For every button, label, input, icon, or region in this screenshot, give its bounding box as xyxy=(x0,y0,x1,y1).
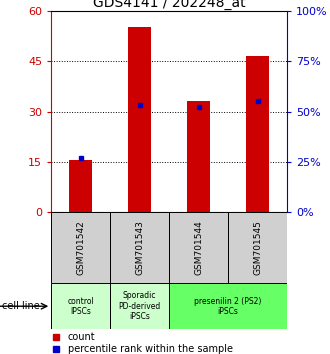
Text: GSM701545: GSM701545 xyxy=(253,220,262,275)
Bar xyxy=(246,56,269,212)
Text: GSM701542: GSM701542 xyxy=(76,221,85,275)
Text: presenilin 2 (PS2)
iPSCs: presenilin 2 (PS2) iPSCs xyxy=(194,297,262,316)
Bar xyxy=(69,160,92,212)
Bar xyxy=(110,283,169,329)
Text: GSM701543: GSM701543 xyxy=(135,220,144,275)
Bar xyxy=(51,212,110,283)
Title: GDS4141 / 202248_at: GDS4141 / 202248_at xyxy=(93,0,246,10)
Text: Sporadic
PD-derived
iPSCs: Sporadic PD-derived iPSCs xyxy=(118,291,161,321)
Bar xyxy=(169,283,287,329)
Bar xyxy=(169,212,228,283)
Bar xyxy=(51,283,110,329)
Text: control
IPSCs: control IPSCs xyxy=(67,297,94,316)
Text: GSM701544: GSM701544 xyxy=(194,221,203,275)
Bar xyxy=(228,212,287,283)
Text: cell line: cell line xyxy=(2,301,39,311)
Bar xyxy=(128,28,151,212)
Text: percentile rank within the sample: percentile rank within the sample xyxy=(68,344,233,354)
Text: count: count xyxy=(68,332,95,342)
Bar xyxy=(110,212,169,283)
Bar xyxy=(187,101,211,212)
